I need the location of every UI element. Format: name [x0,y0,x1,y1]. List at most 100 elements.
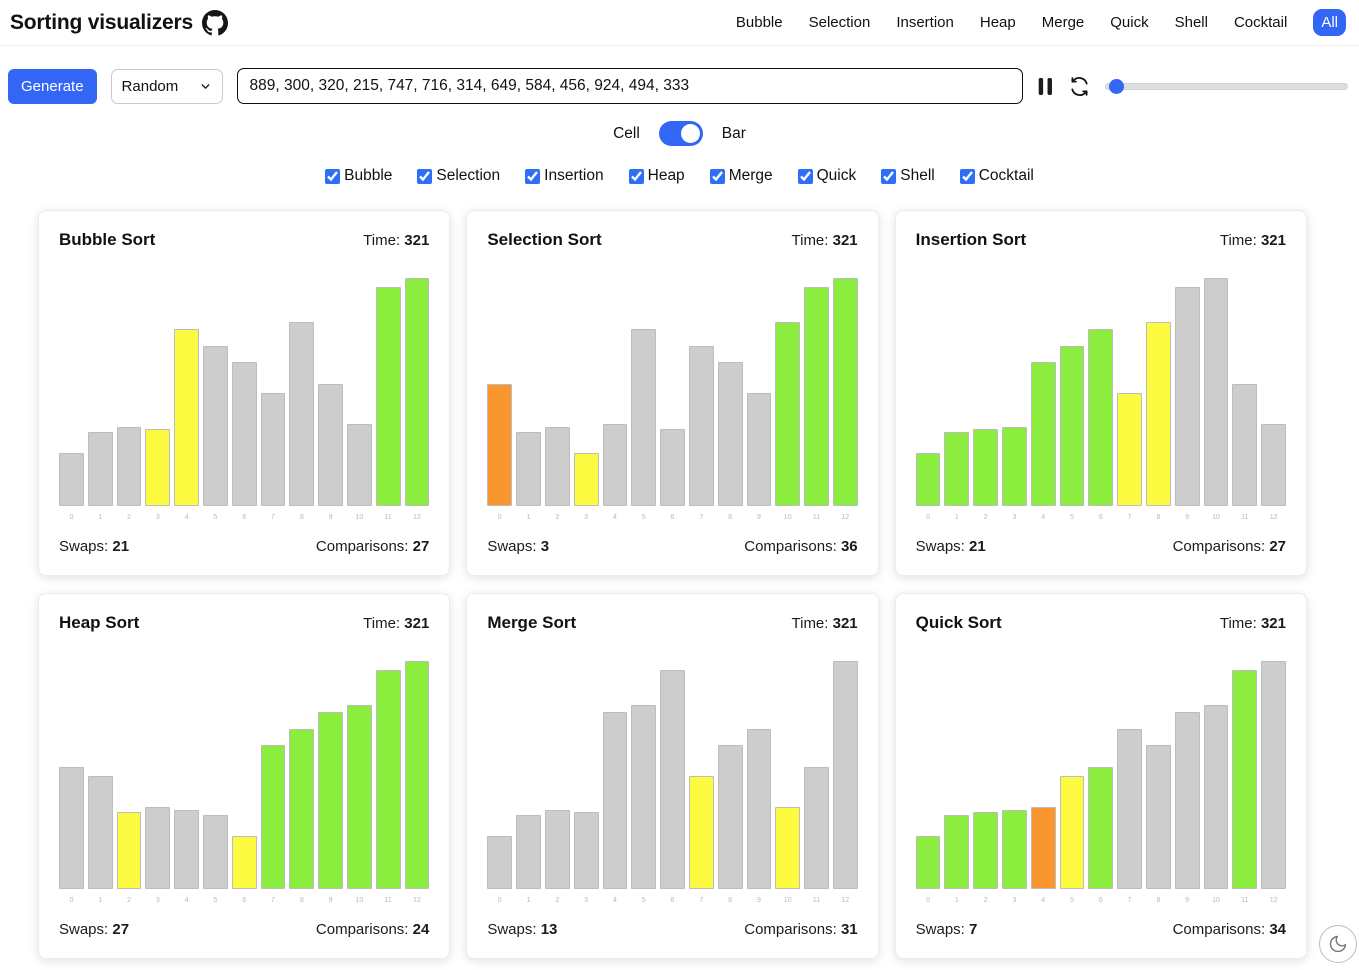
bar-axis-label: 9 [756,514,761,521]
card-footer: Swaps: 21 Comparisons: 27 [916,538,1286,555]
swaps-stat: Swaps: 21 [915,538,986,555]
bar [318,384,343,506]
bar-axis-label: 5 [1070,897,1074,904]
filter-checkbox-insertion[interactable] [525,168,541,184]
bar [231,362,257,506]
bar-axis-label: 11 [812,514,821,521]
bar-chart: 0 1 2 3 4 5 6 7 8 9 10 11 12 [487,260,858,523]
filter-label: Selection [436,167,501,184]
bar [289,729,315,889]
bar [1030,807,1056,889]
comparisons-stat: Comparisons: 36 [744,538,858,555]
filter-checkbox-cocktail[interactable] [959,168,975,184]
bar [1203,705,1229,889]
nav-link-insertion[interactable]: Insertion [896,14,954,31]
bar-column: 12 [1261,643,1287,906]
bar-axis-label: 0 [926,897,930,904]
filter-checkbox-bubble[interactable] [325,168,341,184]
filter-quick[interactable]: Quick [797,167,856,185]
bar [717,745,743,889]
bar [688,346,714,506]
bar-chart: 0 1 2 3 4 5 6 7 8 9 10 11 12 [59,643,430,906]
reset-button[interactable] [1068,75,1091,98]
bar [202,815,228,889]
nav-all-button[interactable]: All [1313,9,1346,36]
github-link[interactable] [201,9,228,36]
sort-card: Insertion Sort Time: 321 0 1 2 3 4 5 6 7 8 9 10 11 1… [894,210,1307,576]
filter-heap[interactable]: Heap [628,167,685,185]
bar-column: 3 [145,643,171,906]
bar-column: 5 [1059,643,1085,906]
filter-merge[interactable]: Merge [709,167,773,185]
bar-column: 0 [59,643,84,906]
nav-link-bubble[interactable]: Bubble [735,14,783,31]
nav-link-merge[interactable]: Merge [1041,14,1085,31]
filter-checkbox-heap[interactable] [628,168,644,184]
card-header: Insertion Sort Time: 321 [916,230,1286,250]
filter-selection[interactable]: Selection [417,167,500,185]
swaps-stat: Swaps: 21 [59,538,130,555]
card-title: Insertion Sort [915,230,1027,249]
card-footer: Swaps: 3 Comparisons: 36 [487,538,857,555]
bar-axis-label: 10 [1212,514,1220,521]
bar-axis-label: 11 [384,897,392,904]
bar [832,278,858,506]
bar-axis-label: 10 [355,897,364,904]
nav-link-quick[interactable]: Quick [1110,14,1149,31]
bar [1002,810,1027,889]
bar [944,815,970,889]
bar-column: 4 [1030,643,1056,906]
nav-link-shell[interactable]: Shell [1174,14,1208,31]
nav-link-heap[interactable]: Heap [979,14,1016,31]
bar-axis-label: 6 [670,897,675,904]
filter-checkbox-selection[interactable] [417,168,433,184]
card-title: Heap Sort [59,613,140,632]
dark-mode-toggle[interactable] [1319,925,1357,963]
generate-button[interactable]: Generate [8,68,97,104]
bar-axis-label: 7 [1127,897,1132,904]
view-toggle-switch[interactable] [658,121,703,146]
comparisons-stat: Comparisons: 34 [1172,921,1286,938]
view-toggle-row: Cell Bar [0,121,1359,146]
bar-axis-label: 2 [127,514,131,521]
bar-column: 8 [1146,260,1171,523]
bar [717,362,743,506]
bar [1174,712,1200,889]
cards-grid: Bubble Sort Time: 321 0 1 2 3 4 5 6 7 8 9 10 11 12 S… [38,210,1307,959]
bar [1174,287,1200,506]
bar-column: 11 [375,643,401,906]
bar [404,661,430,889]
nav-link-selection[interactable]: Selection [808,14,871,31]
filter-insertion[interactable]: Insertion [525,167,604,185]
mode-select[interactable]: Random [110,68,223,104]
filter-checkbox-quick[interactable] [797,168,813,184]
card-title: Quick Sort [915,613,1002,632]
nav-link-cocktail[interactable]: Cocktail [1233,14,1288,31]
bar-axis-label: 0 [497,897,502,904]
swaps-stat: Swaps: 13 [487,921,558,938]
pause-button[interactable] [1037,77,1054,96]
bar-column: 10 [1203,643,1229,906]
filter-checkbox-shell[interactable] [881,168,897,184]
bar-column: 9 [1174,260,1200,523]
bar [487,384,513,506]
bar-column: 1 [87,260,113,523]
filter-shell[interactable]: Shell [881,167,935,185]
sort-card: Heap Sort Time: 321 0 1 2 3 4 5 6 7 8 9 10 11 12 Swa… [38,593,451,959]
slider-thumb[interactable] [1108,79,1124,94]
bar [944,432,970,506]
speed-slider[interactable] [1105,79,1348,94]
filter-cocktail[interactable]: Cocktail [959,167,1034,185]
card-title: Selection Sort [487,230,602,249]
bar-axis-label: 11 [812,897,821,904]
bar-axis-label: 6 [242,897,247,904]
bar-axis-label: 4 [1041,897,1046,904]
bar-axis-label: 12 [1269,897,1278,904]
bar-axis-label: 3 [1012,897,1017,904]
filter-checkbox-merge[interactable] [709,168,725,184]
array-input[interactable] [236,68,1023,104]
bar [516,432,541,506]
filter-bubble[interactable]: Bubble [325,167,392,185]
bar-axis-label: 2 [983,514,988,521]
bar-column: 9 [1174,643,1200,906]
